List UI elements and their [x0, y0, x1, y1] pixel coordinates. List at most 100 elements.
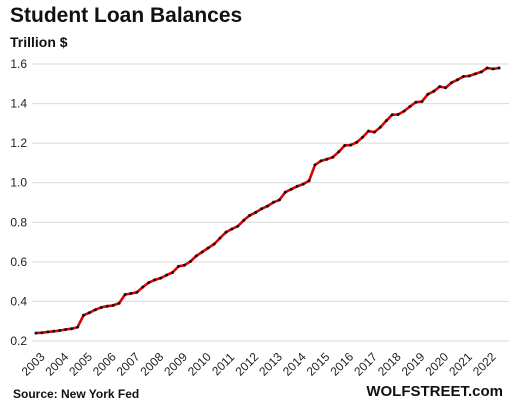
data-point: [301, 182, 305, 186]
data-point: [283, 190, 287, 194]
data-point: [64, 328, 68, 331]
x-tick-label: 2021: [446, 350, 475, 379]
x-tick-label: 2019: [399, 350, 428, 379]
data-point: [159, 276, 163, 280]
data-point: [485, 66, 489, 70]
data-point: [479, 70, 483, 74]
data-point: [218, 236, 222, 240]
data-point: [188, 260, 192, 263]
data-point: [165, 273, 169, 277]
data-point: [349, 143, 353, 147]
data-point: [473, 72, 477, 76]
source-note: Source: New York Fed: [13, 387, 140, 401]
data-point: [390, 113, 394, 117]
data-point: [111, 303, 115, 307]
data-point: [117, 301, 121, 305]
data-point: [372, 130, 376, 134]
data-point: [230, 227, 234, 231]
brand-watermark: WOLFSTREET.com: [366, 383, 503, 400]
data-point: [408, 105, 412, 108]
y-axis-unit-label: Trillion $: [10, 34, 68, 50]
data-point: [260, 207, 264, 211]
data-point: [40, 331, 44, 335]
x-tick-label: 2013: [256, 350, 285, 379]
data-point: [426, 92, 430, 96]
y-tick-label: 1.2: [10, 136, 27, 150]
data-point: [331, 155, 335, 159]
data-point: [99, 305, 103, 309]
data-point: [396, 113, 400, 116]
data-point: [147, 281, 151, 285]
data-point: [367, 129, 370, 133]
data-point: [432, 89, 436, 93]
data-point: [266, 204, 269, 208]
data-point: [135, 290, 139, 294]
data-point: [289, 187, 293, 191]
y-tick-label: 0.6: [10, 255, 27, 269]
data-point: [254, 210, 258, 214]
x-tick-label: 2010: [185, 350, 214, 379]
data-point: [378, 125, 382, 129]
data-point: [236, 224, 240, 228]
data-point: [456, 78, 459, 82]
data-point: [58, 329, 62, 332]
x-tick-label: 2007: [114, 350, 143, 379]
data-point: [319, 159, 323, 163]
data-point: [277, 198, 281, 202]
data-point: [93, 308, 97, 312]
data-point: [497, 66, 501, 70]
data-point: [272, 200, 275, 204]
data-point: [206, 246, 210, 250]
data-point: [461, 75, 465, 78]
data-point: [248, 213, 252, 217]
data-point: [307, 179, 311, 183]
data-point: [129, 292, 133, 295]
series-line: [35, 66, 500, 335]
x-tick-label: 2005: [66, 350, 95, 379]
data-point: [361, 135, 364, 139]
data-point: [402, 109, 406, 113]
y-tick-label: 1.0: [10, 176, 27, 190]
data-point: [325, 157, 329, 161]
data-point: [467, 74, 471, 78]
x-tick-label: 2022: [470, 350, 499, 379]
data-point: [70, 327, 74, 331]
data-point: [52, 329, 56, 333]
data-point: [76, 325, 80, 329]
data-point: [123, 293, 127, 296]
data-point: [194, 254, 198, 258]
y-tick-label: 0.4: [10, 294, 27, 308]
data-point: [105, 304, 109, 308]
data-point: [438, 85, 442, 89]
data-point: [153, 278, 157, 282]
y-tick-label: 0.2: [10, 334, 27, 348]
data-point: [444, 86, 448, 90]
x-tick-label: 2011: [209, 350, 237, 378]
data-point: [212, 242, 216, 246]
x-tick-label: 2009: [161, 350, 190, 379]
x-tick-label: 2018: [375, 350, 404, 379]
data-point: [384, 119, 388, 123]
data-point: [337, 150, 341, 154]
data-point: [177, 264, 180, 268]
data-point: [420, 100, 424, 104]
x-tick-label: 2004: [43, 350, 72, 379]
x-tick-label: 2012: [233, 350, 262, 379]
data-point: [343, 144, 347, 147]
x-tick-label: 2014: [280, 350, 309, 379]
y-tick-label: 1.4: [10, 97, 27, 111]
x-tick-label: 2015: [304, 350, 333, 379]
y-tick-label: 0.8: [10, 215, 27, 229]
chart-title: Student Loan Balances: [10, 4, 243, 27]
data-point: [295, 184, 299, 188]
data-point: [141, 285, 145, 289]
data-point: [242, 218, 246, 222]
x-tick-label: 2020: [422, 350, 451, 379]
data-point: [171, 271, 174, 274]
x-tick-label: 2008: [138, 350, 167, 379]
data-point: [224, 230, 228, 234]
x-tick-label: 2016: [327, 350, 356, 379]
data-point: [355, 140, 359, 144]
y-tick-label: 1.6: [10, 57, 27, 71]
data-point: [491, 67, 495, 71]
